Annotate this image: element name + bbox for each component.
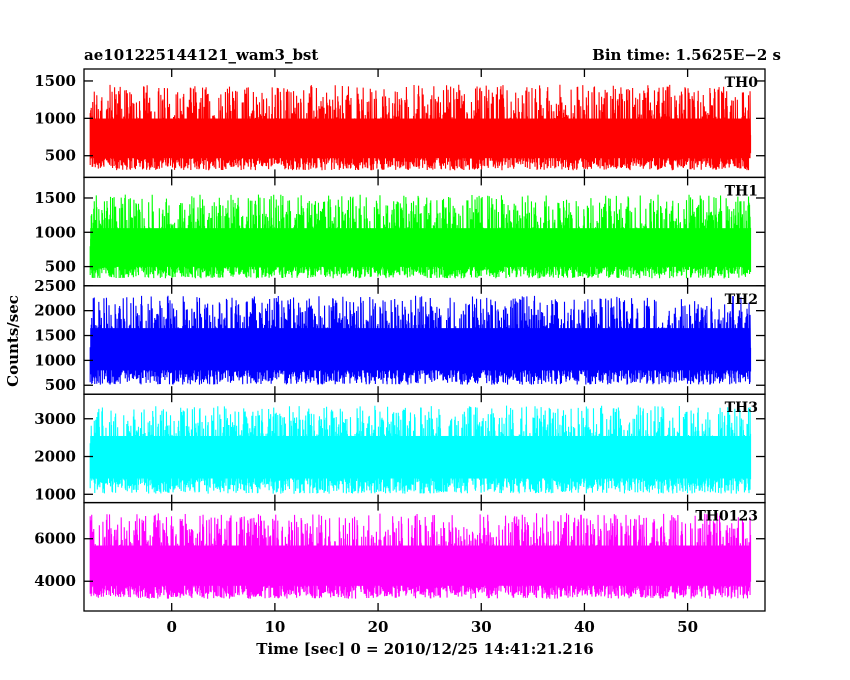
chart-title-right: Bin time: 1.5625E−2 s	[592, 46, 781, 64]
y-tick-label: 2000	[34, 448, 76, 466]
series-band-th1	[90, 228, 751, 267]
x-tick-label: 30	[471, 618, 492, 636]
x-axis-title: Time [sec] 0 = 2010/12/25 14:41:21.216	[256, 640, 593, 658]
y-tick-label: 1500	[34, 327, 76, 345]
panel-tag-th3: TH3	[725, 400, 758, 416]
y-tick-label: 500	[45, 258, 76, 276]
panel-th1: 500 1000 1500 TH1	[34, 176, 766, 287]
panel-tag-th0123: TH0123	[695, 509, 758, 525]
y-tick-label: 500	[45, 147, 76, 165]
x-tick-label: 0	[166, 618, 176, 636]
y-tick-label: 1500	[34, 72, 76, 90]
chart-title-left: ae101225144121_wam3_bst	[84, 46, 318, 64]
y-axis-title: Counts/sec	[4, 295, 22, 387]
y-tick-label: 1000	[34, 351, 76, 369]
x-tick-label: 40	[574, 618, 595, 636]
panel-frame	[83, 501, 766, 612]
x-tick-label: 20	[368, 618, 389, 636]
panel-th3: 1000 2000 3000 TH3	[34, 393, 766, 503]
series-band-th3	[90, 435, 751, 479]
y-tick-label: 500	[45, 376, 76, 394]
panel-tag-th0: TH0	[725, 75, 759, 91]
series-band-th0123	[90, 545, 751, 586]
y-tick-label: 1000	[34, 223, 76, 241]
panel-tag-th2: TH2	[725, 292, 758, 308]
x-tick-label: 10	[264, 618, 285, 636]
x-tick-label: 50	[677, 618, 698, 636]
y-tick-label: 2500	[34, 277, 76, 295]
y-tick-label: 1500	[34, 189, 76, 207]
y-tick-label: 2000	[34, 302, 76, 320]
panel-th2: 500 1000 1500 2000 2500 TH2	[34, 277, 766, 395]
series-band-th0	[90, 118, 751, 159]
y-tick-label: 6000	[34, 530, 76, 548]
panel-tag-th1: TH1	[725, 183, 758, 199]
panel-th0123: 4000 6000 TH0123	[34, 501, 766, 612]
y-tick-label: 4000	[34, 572, 76, 590]
panel-th0: 500 1000 1500 TH0	[34, 68, 766, 179]
y-tick-label: 3000	[34, 410, 76, 428]
series-band-th2	[90, 328, 751, 371]
y-tick-label: 1000	[34, 485, 76, 503]
y-tick-label: 1000	[34, 109, 76, 127]
